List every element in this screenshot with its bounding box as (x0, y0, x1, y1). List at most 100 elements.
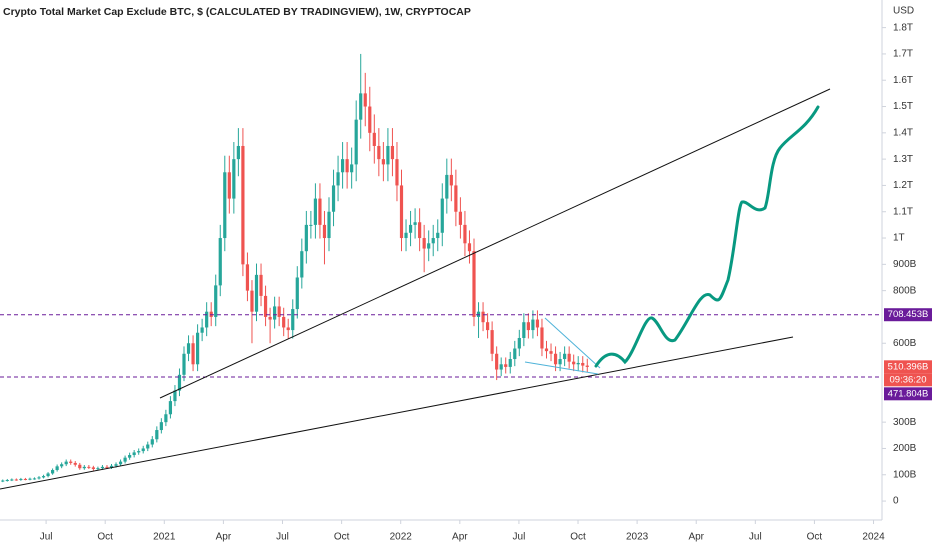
triangle-line (524, 361, 599, 375)
candle-body (14, 479, 18, 481)
candle-body (526, 322, 530, 331)
candle-body (544, 348, 549, 352)
candle-body (504, 364, 508, 367)
candle-body (123, 457, 127, 462)
candle-body (137, 451, 141, 453)
candle-body (413, 222, 417, 225)
y-tick-label: 1.5T (893, 101, 913, 112)
y-tick-label: 1.7T (893, 49, 913, 60)
candle-body (291, 309, 295, 331)
candle-body (386, 145, 390, 165)
candle-body (467, 243, 472, 252)
candle-body (128, 455, 132, 458)
candle-body (173, 390, 177, 402)
candle-body (150, 439, 154, 445)
candle-body (146, 444, 150, 449)
candle-body (268, 316, 272, 320)
candle-body (241, 145, 245, 265)
candle-body (96, 468, 100, 470)
candle-body (28, 478, 32, 480)
y-tick-label: 1.6T (893, 75, 913, 86)
candle-body (345, 159, 349, 173)
y-tick-label: 800B (893, 285, 917, 296)
candle-body (304, 224, 308, 252)
price-tag-label: 471.804B (888, 388, 929, 399)
chart-title: Crypto Total Market Cap Exclude BTC, $ (… (3, 6, 471, 18)
candle-body (372, 132, 376, 146)
candle-body (395, 159, 399, 186)
candle-body (313, 198, 318, 225)
candle-body (250, 290, 254, 312)
candle-body (363, 93, 367, 107)
y-tick-label: 900B (893, 259, 917, 270)
x-tick-label: Jul (749, 532, 762, 543)
candle-body (23, 478, 28, 480)
candle-body (236, 145, 240, 160)
candle-body (232, 159, 236, 199)
candle-body (472, 251, 476, 317)
candle-body (322, 224, 327, 239)
candle-body (495, 353, 499, 370)
candle-body (431, 238, 435, 244)
x-tick-label: Apr (216, 532, 232, 543)
candle-body (227, 172, 231, 199)
candle-body (517, 337, 521, 349)
candle-body (422, 238, 426, 249)
candle-body (132, 452, 136, 456)
candle-body (55, 466, 59, 471)
y-tick-label: 1.3T (893, 154, 913, 165)
candle-body (581, 362, 585, 366)
candle-body (114, 464, 118, 466)
candle-body (531, 319, 535, 331)
y-tick-label: 100B (893, 469, 917, 480)
projection-path (594, 105, 820, 368)
candle-body (563, 353, 567, 360)
candle-body (41, 476, 46, 478)
candle-body (340, 159, 345, 173)
candle-body (218, 238, 222, 286)
y-tick-label: 300B (893, 417, 917, 428)
candle-body (191, 343, 195, 365)
candle-body (259, 274, 263, 296)
candle-body (195, 332, 200, 365)
candle-body (286, 327, 290, 331)
x-tick-label: 2021 (153, 532, 176, 543)
candle-body (182, 353, 186, 375)
candle-body (69, 461, 73, 463)
candle-body (331, 185, 336, 212)
candle-body (295, 277, 299, 310)
candle-body (186, 343, 191, 354)
trend-line (159, 88, 831, 399)
candle-body (336, 172, 340, 186)
candle-body (513, 348, 517, 360)
y-tick-label: 0 (893, 496, 899, 507)
plot (0, 53, 882, 483)
candle-body (164, 414, 168, 423)
candle-body (309, 224, 313, 226)
price-tag (884, 360, 932, 374)
candle-body (350, 164, 354, 173)
candle-body (37, 477, 41, 479)
candle-body (404, 232, 408, 239)
candle-body (245, 264, 250, 291)
candle-body (10, 479, 14, 481)
candle-body (155, 430, 159, 440)
y-tick-label: 1.1T (893, 206, 913, 217)
x-tick-label: Oct (807, 532, 823, 543)
x-tick-label: 2024 (862, 532, 885, 543)
candle-body (168, 401, 173, 415)
candle-body (177, 374, 182, 391)
candle-body (481, 311, 485, 323)
price-tag (884, 387, 932, 401)
trend-line (0, 336, 794, 490)
candle-body (64, 461, 68, 465)
candle-body (454, 185, 458, 212)
x-tick-label: Oct (97, 532, 113, 543)
candle-body (19, 478, 23, 480)
candle-body (499, 364, 503, 370)
candle-body (540, 327, 544, 349)
candle-body (46, 473, 50, 477)
